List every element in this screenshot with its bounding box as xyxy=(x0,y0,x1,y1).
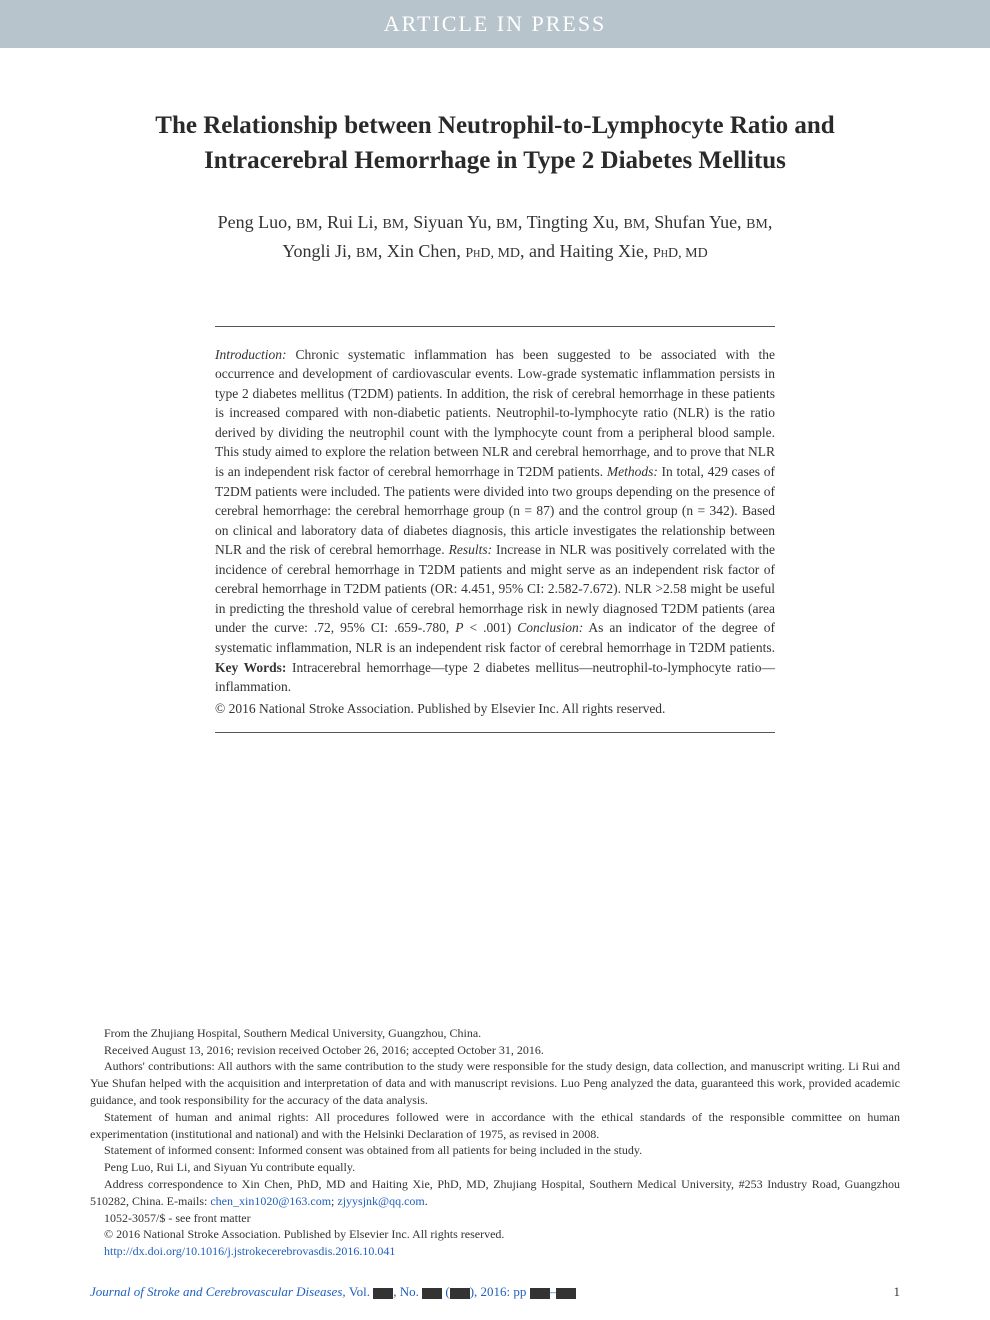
footnote-line: Peng Luo, Rui Li, and Siyuan Yu contribu… xyxy=(90,1159,900,1176)
article-title: The Relationship between Neutrophil-to-L… xyxy=(90,108,900,178)
footnote-line: Authors' contributions: All authors with… xyxy=(90,1058,900,1108)
journal-citation: Journal of Stroke and Cerebrovascular Di… xyxy=(90,1284,900,1300)
doi-link[interactable]: http://dx.doi.org/10.1016/j.jstrokecereb… xyxy=(90,1243,900,1260)
rule-top xyxy=(215,326,775,327)
footnote-line: Statement of informed consent: Informed … xyxy=(90,1142,900,1159)
footnotes-block: From the Zhujiang Hospital, Southern Med… xyxy=(90,1025,900,1260)
authors-line: Peng Luo, BM, Rui Li, BM, Siyuan Yu, BM,… xyxy=(90,208,900,266)
frontmatter-line: 1052-3057/$ - see front matter xyxy=(90,1210,900,1227)
abstract-text: Introduction: Chronic systematic inflamm… xyxy=(215,345,775,697)
journal-text: Journal of Stroke and Cerebrovascular Di… xyxy=(90,1284,576,1300)
article-in-press-banner: ARTICLE IN PRESS xyxy=(0,0,990,48)
abstract-copyright: © 2016 National Stroke Association. Publ… xyxy=(215,699,775,719)
correspondence-line: Address correspondence to Xin Chen, PhD,… xyxy=(90,1176,900,1210)
page-content: The Relationship between Neutrophil-to-L… xyxy=(0,48,990,733)
copyright-foot: © 2016 National Stroke Association. Publ… xyxy=(90,1226,900,1243)
page-number: 1 xyxy=(894,1284,901,1300)
abstract-block: Introduction: Chronic systematic inflamm… xyxy=(215,326,775,734)
footnote-line: Statement of human and animal rights: Al… xyxy=(90,1109,900,1143)
footnote-line: From the Zhujiang Hospital, Southern Med… xyxy=(90,1025,900,1042)
rule-bottom xyxy=(215,732,775,733)
footnote-line: Received August 13, 2016; revision recei… xyxy=(90,1042,900,1059)
